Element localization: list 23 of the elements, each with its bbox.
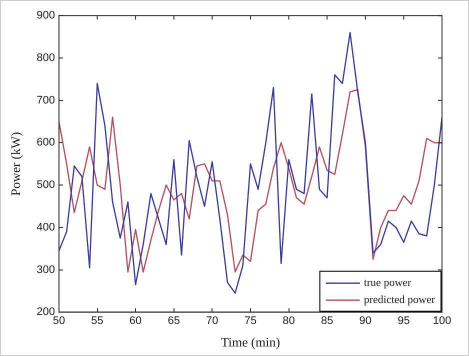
y-tick-label: 800 [36,52,55,64]
y-axis-title: Power (kW) [8,132,24,196]
y-tick-label: 200 [36,306,55,318]
y-tick-label: 600 [36,136,55,149]
x-tick-label: 80 [282,314,295,327]
y-tick-label: 900 [36,10,55,22]
x-tick-label: 90 [359,314,372,327]
legend-label: predicted power [364,294,436,306]
x-tick-label: 85 [320,314,334,327]
legend-label: true power [364,277,412,290]
x-tick-label: 75 [244,314,257,327]
x-tick-label: 70 [206,314,218,327]
y-tick-label: 700 [36,94,55,106]
x-tick-label: 95 [398,314,410,327]
x-tick-label: 50 [52,314,66,327]
x-tick-label: 65 [168,314,180,327]
x-tick-label: 100 [432,314,452,327]
y-tick-label: 300 [36,264,55,276]
x-tick-label: 60 [129,314,142,327]
x-axis-title: Time (min) [220,334,280,350]
x-tick-label: 55 [91,314,104,327]
y-tick-label: 400 [36,221,55,234]
y-tick-label: 500 [36,179,55,192]
